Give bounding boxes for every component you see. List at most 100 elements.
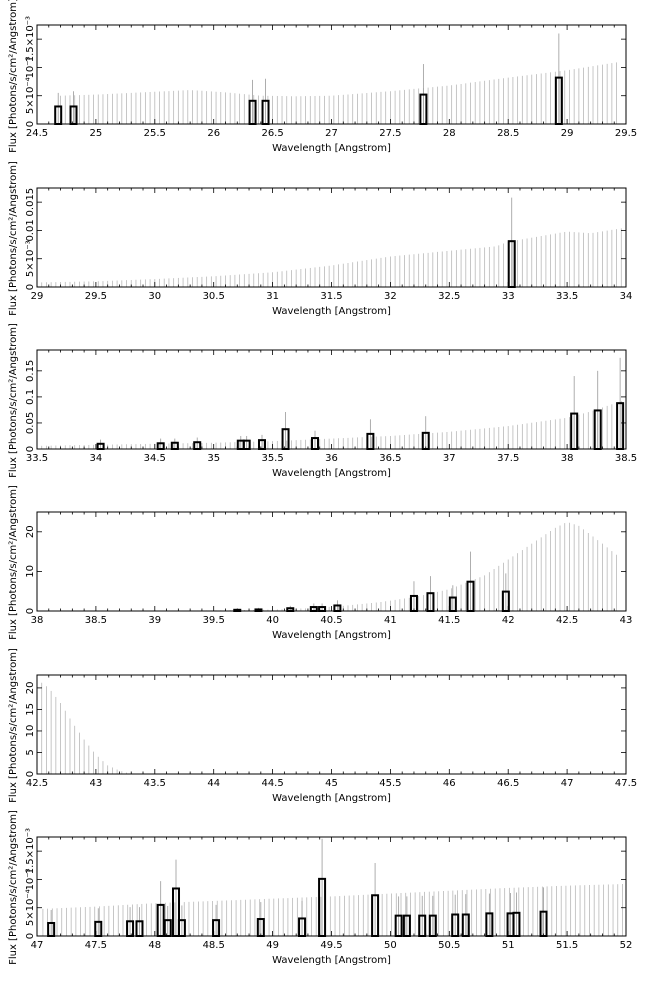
x-tick-label: 32 [384, 291, 397, 302]
x-tick-label: 31 [266, 291, 279, 302]
chart-panel-3: 33.5 34 34.5 35 35.5 36 36.5 37 37.5 38 38.5 0 0.05 0… [8, 323, 637, 479]
x-tick-label: 38 [31, 615, 44, 626]
x-tick-label: 34.5 [144, 453, 166, 464]
chart-panel-5: 42.5 43 43.5 44 44.5 45 45.5 46 46.5 47 47.5 0 5 10 15… [8, 648, 637, 804]
y-tick-label: 20 [25, 682, 36, 695]
y-tick-label: 0 [25, 608, 36, 614]
x-tick-label: 33 [502, 291, 515, 302]
x-tick-label: 31.5 [320, 291, 342, 302]
x-tick-label: 44.5 [261, 778, 283, 789]
x-tick-label: 47 [561, 778, 574, 789]
x-tick-label: 42 [502, 615, 515, 626]
y-tick-label: 0.15 [25, 360, 36, 382]
x-axis-label: Wavelength [Angstrom] [272, 306, 391, 317]
x-tick-label: 29 [31, 291, 44, 302]
x-tick-label: 46.5 [497, 778, 519, 789]
x-tick-label: 43 [90, 778, 103, 789]
error-bars [60, 62, 617, 124]
y-tick-label: 10⁻³ [25, 56, 36, 78]
plot-frame [36, 24, 627, 125]
chart-panel-6: 47 47.5 48 48.5 49 49.5 50 50.5 51 51.5 5205×10⁻⁴1… [8, 810, 632, 966]
y-tick-label: 0 [25, 284, 36, 290]
x-tick-label: 38.5 [85, 615, 107, 626]
x-tick-label: 34 [90, 453, 103, 464]
error-bars [36, 522, 617, 611]
x-tick-label: 51 [502, 940, 515, 951]
x-tick-label: 42.5 [556, 615, 578, 626]
x-tick-label: 25 [90, 128, 103, 139]
x-tick-label: 29.5 [85, 291, 107, 302]
y-tick-label: 0 [25, 121, 36, 127]
y-tick-label: 10⁻³ [25, 868, 36, 890]
x-tick-label: 36 [325, 453, 338, 464]
y-tick-label: 0.01 [25, 219, 36, 241]
x-tick-label: 49 [266, 940, 279, 951]
plot-frame [36, 674, 627, 775]
error-bars [36, 227, 627, 287]
y-tick-label: 15 [25, 703, 36, 716]
x-axis-label: Wavelength [Angstrom] [272, 143, 391, 154]
x-tick-label: 52 [620, 940, 633, 951]
x-tick-label: 48.5 [203, 940, 225, 951]
y-tick-label: 5×10⁻⁴ [25, 889, 36, 926]
x-tick-label: 33.5 [556, 291, 578, 302]
x-tick-label: 29.5 [615, 128, 637, 139]
y-tick-label: 10 [25, 565, 36, 578]
chart-panel-4: 38 38.5 39 39.5 40 40.5 41 41.5 42 42.5 43 0 10 20 Wav… [8, 485, 632, 641]
y-tick-label: 10 [25, 725, 36, 738]
y-tick-label: 0 [25, 933, 36, 939]
x-tick-label: 37.5 [497, 453, 519, 464]
x-tick-label: 40 [266, 615, 279, 626]
x-tick-label: 41 [384, 615, 397, 626]
x-tick-label: 38.5 [615, 453, 637, 464]
y-tick-label: 20 [25, 525, 36, 538]
x-axis-label: Wavelength [Angstrom] [272, 468, 391, 479]
x-tick-label: 39 [148, 615, 161, 626]
y-tick-label: 5 [25, 749, 36, 755]
x-tick-label: 47.5 [85, 940, 107, 951]
y-tick-label: 1.5×10⁻³ [25, 16, 36, 62]
y-tick-label: 0.1 [25, 389, 36, 405]
y-tick-label: 0 [25, 771, 36, 777]
x-tick-label: 41.5 [438, 615, 460, 626]
x-tick-label: 43 [620, 615, 633, 626]
x-tick-label: 49.5 [320, 940, 342, 951]
x-tick-label: 28.5 [497, 128, 519, 139]
error-bars [36, 399, 627, 449]
x-axis-label: Wavelength [Angstrom] [272, 955, 391, 966]
x-tick-label: 32.5 [438, 291, 460, 302]
x-tick-label: 25.5 [144, 128, 166, 139]
x-tick-label: 38 [561, 453, 574, 464]
x-tick-label: 45.5 [379, 778, 401, 789]
y-tick-label: 0.05 [25, 412, 36, 434]
x-tick-label: 24.5 [26, 128, 48, 139]
x-tick-label: 30 [148, 291, 161, 302]
y-tick-label: 0 [25, 446, 36, 452]
y-tick-label: 5×10⁻³ [25, 240, 36, 277]
x-tick-label: 29 [561, 128, 574, 139]
x-tick-label: 47 [31, 940, 44, 951]
x-tick-label: 45 [325, 778, 338, 789]
y-axis-label: Flux [Photons/s/cm²/Angstrom] [8, 0, 19, 153]
x-tick-label: 46 [443, 778, 456, 789]
x-tick-label: 28 [443, 128, 456, 139]
x-tick-label: 37 [443, 453, 456, 464]
chart-panel-1: 24.5 25 25.5 26 26.5 27 27.5 28 28.5 29 29.5 0 5×10⁻… [8, 0, 637, 154]
plot-frame [36, 187, 627, 288]
x-tick-label: 30.5 [203, 291, 225, 302]
y-axis-label: Flux [Photons/s/cm²/Angstrom] [8, 323, 19, 478]
x-axis-label: Wavelength [Angstrom] [272, 630, 391, 641]
x-tick-label: 40.5 [320, 615, 342, 626]
x-tick-label: 35 [207, 453, 220, 464]
x-tick-label: 43.5 [144, 778, 166, 789]
y-axis-label: Flux [Photons/s/cm²/Angstrom] [8, 485, 19, 640]
x-tick-label: 50 [384, 940, 397, 951]
x-axis-label: Wavelength [Angstrom] [272, 793, 391, 804]
x-tick-label: 50.5 [438, 940, 460, 951]
plot-frame [36, 349, 627, 450]
x-tick-label: 26 [207, 128, 220, 139]
x-tick-label: 47.5 [615, 778, 637, 789]
plot-frame [36, 511, 627, 612]
